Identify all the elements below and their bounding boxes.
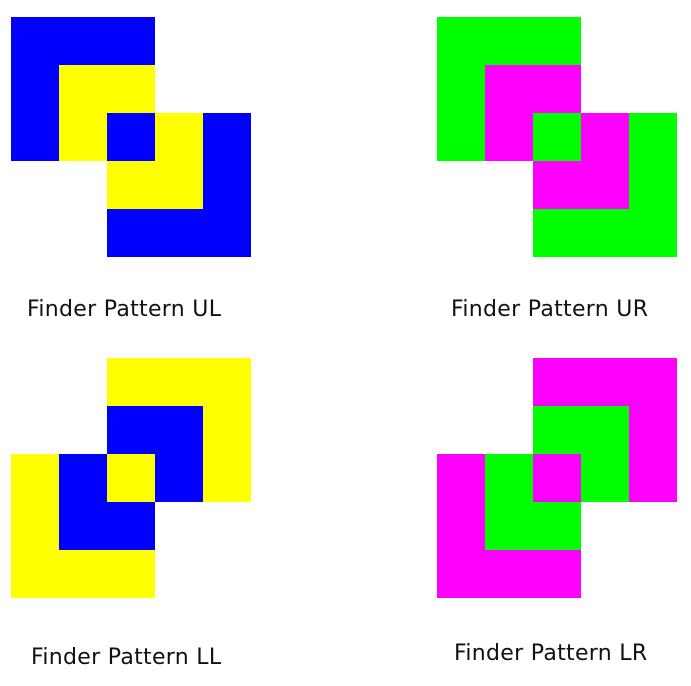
finder-pattern-lr-center-square bbox=[533, 454, 581, 502]
caption-finder-pattern-lr: Finder Pattern LR bbox=[454, 641, 648, 666]
finder-pattern-lr bbox=[437, 358, 677, 598]
caption-finder-pattern-ll: Finder Pattern LL bbox=[31, 645, 222, 670]
finder-pattern-lr-graphic bbox=[437, 358, 677, 598]
finder-pattern-ul bbox=[11, 17, 251, 257]
finder-pattern-ur bbox=[437, 17, 677, 257]
finder-pattern-ur-center-square bbox=[533, 113, 581, 161]
caption-finder-pattern-ul: Finder Pattern UL bbox=[27, 297, 222, 322]
finder-pattern-ul-graphic bbox=[11, 17, 251, 257]
finder-pattern-ul-center-square bbox=[107, 113, 155, 161]
finder-pattern-ll bbox=[11, 358, 251, 598]
caption-finder-pattern-ur: Finder Pattern UR bbox=[451, 297, 649, 322]
finder-pattern-ur-graphic bbox=[437, 17, 677, 257]
finder-pattern-ll-center-square bbox=[107, 454, 155, 502]
finder-pattern-ll-graphic bbox=[11, 358, 251, 598]
